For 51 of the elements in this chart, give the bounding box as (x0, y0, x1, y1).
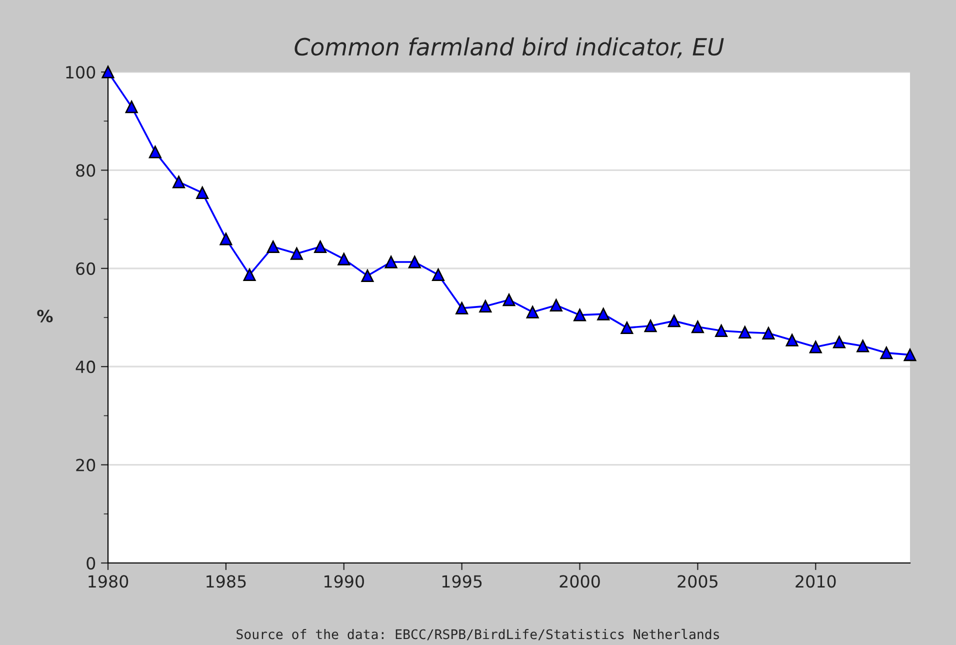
point (196, 186, 209, 200)
point (550, 298, 562, 312)
point (290, 247, 303, 260)
y-tick-label: 80 (76, 164, 96, 177)
point (479, 300, 492, 312)
point (620, 322, 634, 334)
point (715, 324, 728, 338)
x-tick-label: 1985 (206, 575, 246, 588)
point (266, 240, 280, 254)
y-tick-label: 0 (86, 556, 96, 570)
x-tick-label: 2005 (678, 575, 718, 588)
x-tick-label: 2010 (796, 575, 836, 588)
point (148, 146, 162, 158)
y-tick-label: 60 (76, 262, 96, 275)
point (432, 268, 444, 282)
point (456, 302, 468, 314)
point (856, 340, 870, 352)
point (526, 306, 539, 318)
point (644, 320, 657, 332)
y-tick-label: 20 (76, 458, 96, 472)
chart-title: Common farmland bird indicator, EU (294, 37, 724, 58)
point (502, 294, 516, 306)
x-tick-label: 1995 (442, 575, 482, 588)
point (125, 100, 138, 114)
point (338, 252, 350, 266)
point (172, 176, 186, 188)
x-tick-label: 2000 (560, 575, 600, 588)
y-axis-title: % (37, 310, 53, 322)
point (243, 268, 256, 282)
y-tick-label: 40 (76, 360, 96, 374)
y-tick-label: 100 (66, 66, 96, 79)
point (102, 66, 114, 78)
point (574, 308, 586, 322)
point (762, 326, 775, 340)
source-note: Source of the data: EBCC/RSPB/BirdLife/Statistics Netherlands (236, 628, 719, 640)
point (832, 336, 846, 348)
point (880, 346, 893, 360)
point (597, 308, 610, 320)
point (668, 314, 680, 328)
x-tick-label: 1980 (88, 575, 128, 588)
point (904, 348, 916, 362)
point (691, 320, 704, 334)
point (738, 326, 752, 338)
point (384, 256, 398, 268)
point (314, 240, 327, 254)
x-tick-label: 1990 (324, 575, 364, 588)
point (408, 256, 421, 268)
point (809, 340, 822, 354)
point (786, 334, 798, 346)
point (220, 232, 232, 246)
point (361, 270, 374, 282)
